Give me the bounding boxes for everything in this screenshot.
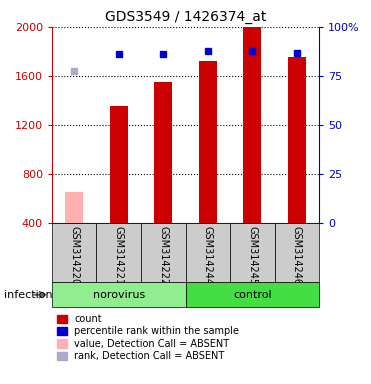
Bar xyxy=(141,223,186,282)
Text: GSM314245: GSM314245 xyxy=(247,226,257,285)
Bar xyxy=(275,223,319,282)
Bar xyxy=(154,82,172,223)
Bar xyxy=(186,282,319,307)
Bar xyxy=(65,192,83,223)
Bar xyxy=(230,223,275,282)
Text: GSM314244: GSM314244 xyxy=(203,226,213,285)
Bar xyxy=(288,58,306,223)
Text: infection: infection xyxy=(4,290,52,300)
Bar xyxy=(110,106,128,223)
Bar xyxy=(52,223,96,282)
Title: GDS3549 / 1426374_at: GDS3549 / 1426374_at xyxy=(105,10,266,25)
Text: control: control xyxy=(233,290,272,300)
Text: GSM314220: GSM314220 xyxy=(69,226,79,285)
Text: GSM314221: GSM314221 xyxy=(114,226,124,285)
Text: GSM314222: GSM314222 xyxy=(158,226,168,285)
Bar xyxy=(96,223,141,282)
Bar xyxy=(52,282,186,307)
Legend: count, percentile rank within the sample, value, Detection Call = ABSENT, rank, : count, percentile rank within the sample… xyxy=(57,314,239,361)
Bar xyxy=(243,27,261,223)
Text: norovirus: norovirus xyxy=(93,290,145,300)
Bar xyxy=(199,61,217,223)
Bar xyxy=(186,223,230,282)
Text: GSM314246: GSM314246 xyxy=(292,226,302,285)
